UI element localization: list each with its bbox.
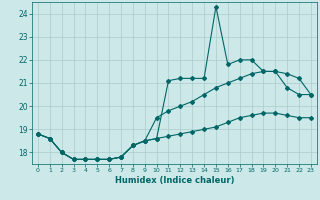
X-axis label: Humidex (Indice chaleur): Humidex (Indice chaleur) (115, 176, 234, 185)
